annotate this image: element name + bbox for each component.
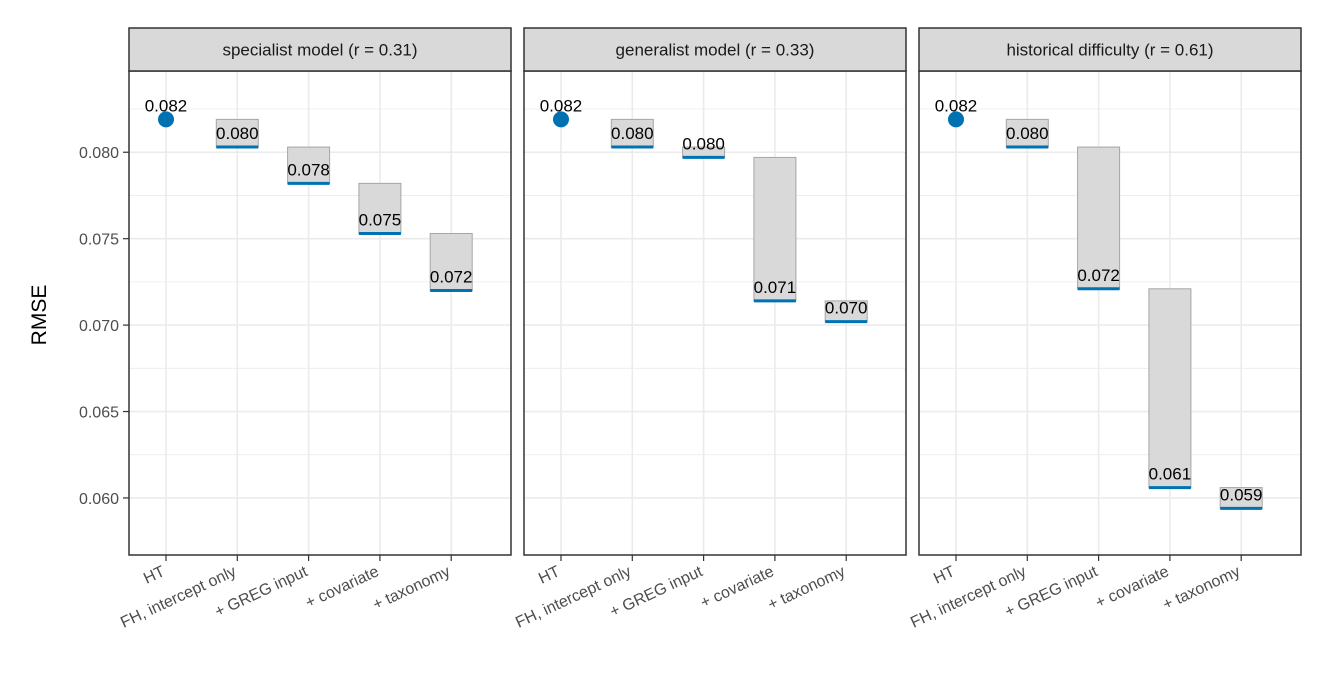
waterfall-bar bbox=[358, 182, 402, 234]
y-tick-label: 0.065 bbox=[79, 405, 119, 422]
waterfall-bar bbox=[1005, 118, 1049, 148]
panel-background bbox=[919, 71, 1301, 555]
start-point bbox=[948, 111, 964, 128]
value-label: 0.075 bbox=[359, 210, 402, 229]
facet-panel-3: 0.082 0.080 0.072 0.061 0.059 historical diff… bbox=[908, 27, 1302, 632]
value-label: 0.072 bbox=[430, 268, 473, 287]
facet-strip bbox=[523, 27, 907, 72]
start-point bbox=[158, 111, 174, 128]
y-axis: 0.060 0.065 0.070 0.075 0.080 bbox=[79, 145, 129, 508]
y-tick-label: 0.080 bbox=[79, 145, 119, 162]
value-label: 0.071 bbox=[754, 278, 797, 297]
facet-panel-2: 0.082 0.080 0.080 0.071 0.070 generalist mode… bbox=[513, 27, 907, 632]
x-tick-label: FH, intercept only bbox=[513, 563, 634, 631]
facet-strip-title: specialist model (r = 0.31) bbox=[222, 41, 417, 60]
y-tick-label: 0.060 bbox=[79, 491, 119, 508]
value-label: 0.080 bbox=[682, 134, 725, 153]
value-label: 0.082 bbox=[540, 96, 583, 115]
x-tick-label: FH, intercept only bbox=[118, 563, 239, 631]
x-tick-label: + covariate bbox=[303, 563, 382, 612]
x-tick-label: HT bbox=[931, 563, 958, 588]
facet-strip-title: generalist model (r = 0.33) bbox=[616, 41, 815, 60]
x-tick-label: + covariate bbox=[1093, 563, 1172, 612]
value-label: 0.080 bbox=[1006, 124, 1049, 143]
value-label: 0.082 bbox=[935, 96, 978, 115]
x-tick-label: + covariate bbox=[698, 563, 777, 612]
y-axis-title: RMSE bbox=[28, 285, 51, 346]
value-label: 0.059 bbox=[1220, 485, 1263, 504]
start-point bbox=[553, 111, 569, 128]
facet-strip bbox=[128, 27, 512, 72]
facet-strip-title: historical difficulty (r = 0.61) bbox=[1006, 41, 1213, 60]
y-tick-label: 0.070 bbox=[79, 318, 119, 335]
waterfall-bar bbox=[610, 118, 654, 148]
x-tick-label: + taxonomy bbox=[1160, 563, 1243, 614]
waterfall-bar bbox=[1077, 146, 1121, 290]
y-tick-label: 0.075 bbox=[79, 232, 119, 249]
waterfall-bar bbox=[1148, 288, 1192, 489]
x-tick-label: HT bbox=[141, 563, 168, 588]
x-tick-label: + taxonomy bbox=[765, 563, 848, 614]
value-label: 0.072 bbox=[1077, 266, 1120, 285]
x-tick-label: + taxonomy bbox=[370, 563, 453, 614]
value-label: 0.078 bbox=[287, 160, 330, 179]
waterfall-bar bbox=[287, 146, 331, 184]
value-label: 0.082 bbox=[145, 96, 188, 115]
value-label: 0.080 bbox=[216, 124, 259, 143]
waterfall-bar bbox=[215, 118, 259, 148]
facet-panel-1: 0.082 0.080 0.078 0.075 0.072 specialist mode… bbox=[118, 27, 512, 632]
waterfall-bar bbox=[429, 232, 473, 292]
x-tick-label: HT bbox=[536, 563, 563, 588]
value-label: 0.070 bbox=[825, 299, 868, 318]
value-label: 0.061 bbox=[1149, 465, 1192, 484]
waterfall-bar bbox=[753, 156, 797, 302]
x-tick-label: FH, intercept only bbox=[908, 563, 1029, 631]
value-label: 0.080 bbox=[611, 124, 654, 143]
facet-strip bbox=[918, 27, 1302, 72]
panel-background bbox=[129, 71, 511, 555]
